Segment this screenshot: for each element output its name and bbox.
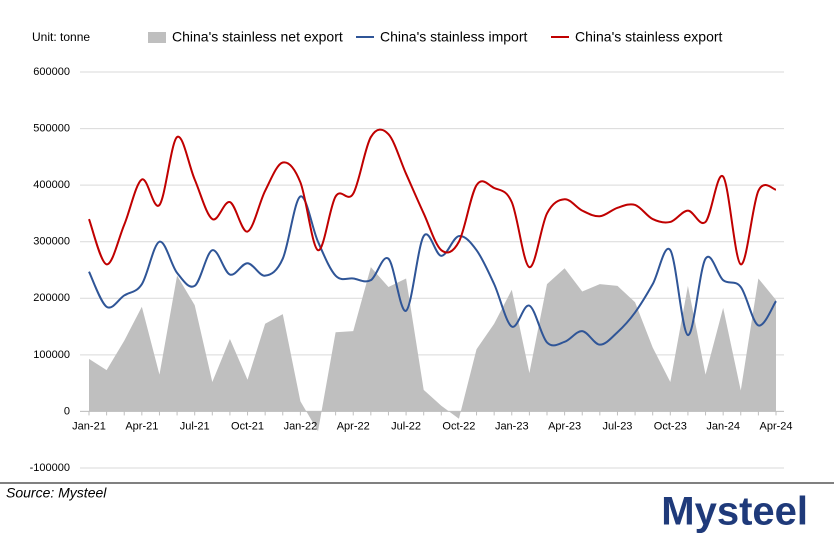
x-tick-label: Oct-21 — [231, 420, 264, 432]
x-tick-label: Apr-21 — [125, 420, 158, 432]
x-tick-label: Oct-22 — [442, 420, 475, 432]
x-tick-label: Apr-24 — [759, 420, 792, 432]
x-tick-label: Jul-22 — [391, 420, 421, 432]
y-tick-label: 0 — [64, 405, 70, 417]
x-tick-label: Oct-23 — [654, 420, 687, 432]
logo: Mysteel — [661, 490, 808, 534]
x-tick-label: Apr-22 — [337, 420, 370, 432]
x-tick-label: Jul-21 — [180, 420, 210, 432]
legend-label: China's stainless net export — [172, 29, 343, 45]
y-tick-label: 500000 — [33, 122, 70, 134]
line — [88, 128, 777, 269]
y-tick-label: 600000 — [33, 66, 70, 78]
y-tick-label: -100000 — [30, 462, 70, 474]
source: Source: Mysteel — [6, 485, 107, 501]
legend-label: China's stainless export — [575, 29, 723, 45]
x-tick-label: Jan-24 — [706, 420, 740, 432]
x-tick-label: Jan-23 — [495, 420, 529, 432]
legend-swatch — [148, 32, 166, 43]
y-tick-label: 100000 — [33, 349, 70, 361]
line — [88, 195, 777, 347]
x-tick-label: Jan-22 — [284, 420, 318, 432]
x-tick-label: Jul-23 — [602, 420, 632, 432]
legend-label: China's stainless import — [380, 29, 528, 45]
x-tick-label: Apr-23 — [548, 420, 581, 432]
x-tick-label: Jan-21 — [72, 420, 106, 432]
y-tick-label: 200000 — [33, 292, 70, 304]
unit-label: Unit: tonne — [32, 30, 90, 44]
area — [89, 267, 776, 432]
y-tick-label: 400000 — [33, 179, 70, 191]
y-tick-label: 300000 — [33, 236, 70, 248]
